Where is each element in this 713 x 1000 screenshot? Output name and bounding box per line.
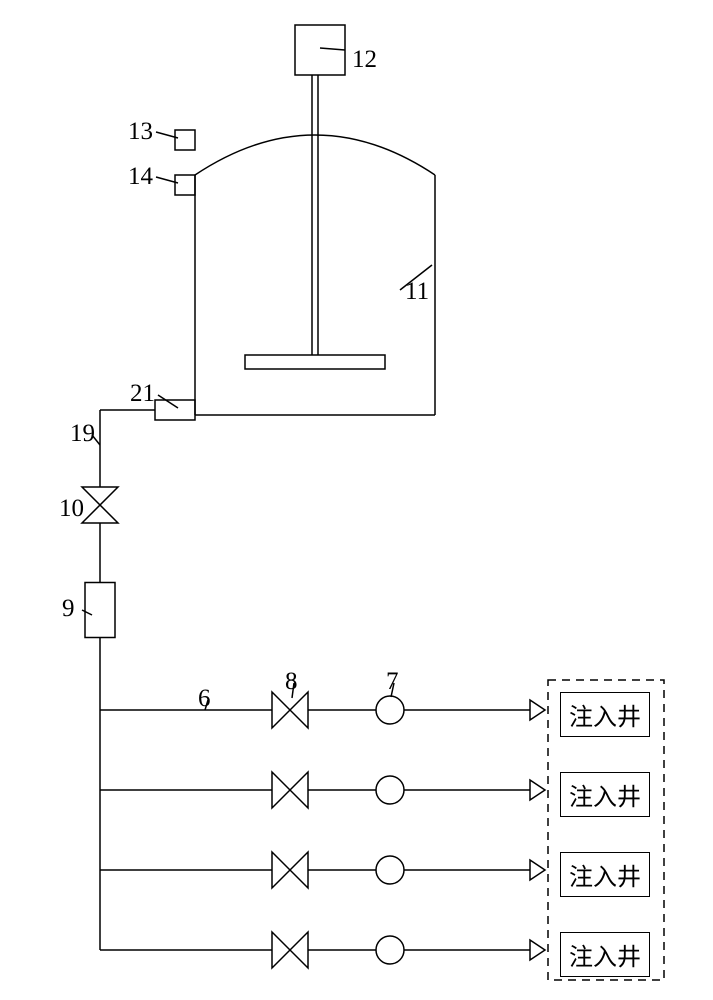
callout-label-13: 13 [128, 118, 153, 146]
callout-label-9: 9 [62, 595, 75, 623]
callout-label-14: 14 [128, 163, 153, 191]
diagram-container: 678910111213141921注入井注入井注入井注入井 [0, 0, 713, 1000]
injection-well-box: 注入井 [560, 932, 650, 977]
schematic-svg [0, 0, 713, 1000]
callout-label-12: 12 [352, 46, 377, 74]
injection-well-box: 注入井 [560, 772, 650, 817]
callout-label-8: 8 [285, 668, 298, 696]
callout-label-7: 7 [386, 668, 399, 696]
injection-well-box: 注入井 [560, 692, 650, 737]
callout-label-6: 6 [198, 685, 211, 713]
callout-label-19: 19 [70, 420, 95, 448]
injection-well-box: 注入井 [560, 852, 650, 897]
callout-label-21: 21 [130, 380, 155, 408]
callout-label-11: 11 [405, 278, 429, 306]
callout-label-10: 10 [59, 495, 84, 523]
